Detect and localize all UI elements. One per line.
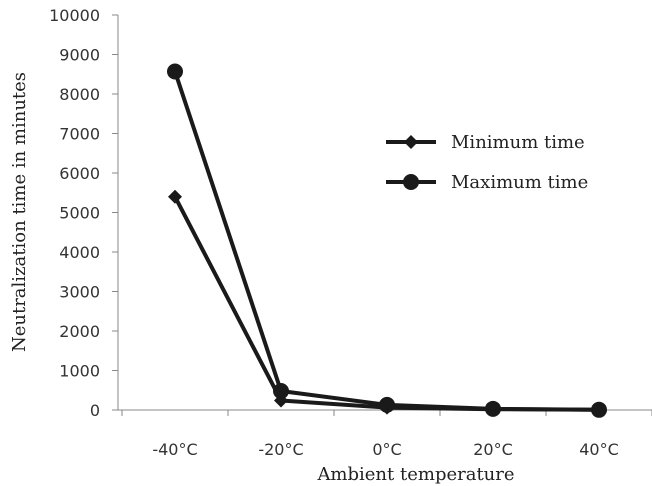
y-tick-label: 3000 <box>59 283 100 302</box>
y-axis-ticks: 0 1000 2000 3000 4000 5000 6000 7000 8000 9000 100… <box>49 6 118 420</box>
x-tick-label: 20°C <box>473 440 513 459</box>
data-point-circle <box>167 63 183 80</box>
legend: Minimum time Maximum time <box>386 132 588 193</box>
axes <box>117 15 652 411</box>
series-line <box>173 195 600 412</box>
legend-label: Maximum time <box>451 172 588 193</box>
x-tick-label: -20°C <box>258 440 303 459</box>
data-point-circle <box>273 383 289 400</box>
y-tick-label: 7000 <box>59 125 100 144</box>
y-tick-label: 10000 <box>49 6 100 25</box>
y-tick-label: 9000 <box>59 46 100 65</box>
y-tick-label: 8000 <box>59 85 100 104</box>
y-tick-label: 2000 <box>59 322 100 341</box>
legend-label: Minimum time <box>451 132 585 153</box>
legend-marker <box>404 135 418 149</box>
x-tick-label: 40°C <box>579 440 619 459</box>
data-point-circle <box>379 396 395 413</box>
data-point-circle <box>591 401 607 418</box>
series-line <box>173 70 600 412</box>
y-tick-label: 1000 <box>59 362 100 381</box>
y-tick-label: 6000 <box>59 164 100 183</box>
x-tick-label: 0°C <box>372 440 401 459</box>
x-axis-ticks: -40°C -20°C 0°C 20°C 40°C <box>121 410 652 459</box>
x-tick-label: -40°C <box>152 440 197 459</box>
y-axis-title: Neutralization time in minutes <box>9 72 30 352</box>
series-lines <box>167 63 607 418</box>
data-point-diamond <box>168 189 182 204</box>
legend-marker <box>403 174 419 190</box>
y-tick-label: 4000 <box>59 243 100 262</box>
data-point-circle <box>485 400 501 417</box>
y-tick-label: 0 <box>90 401 100 420</box>
x-axis-title: Ambient temperature <box>316 464 514 485</box>
y-tick-label: 5000 <box>59 204 100 223</box>
